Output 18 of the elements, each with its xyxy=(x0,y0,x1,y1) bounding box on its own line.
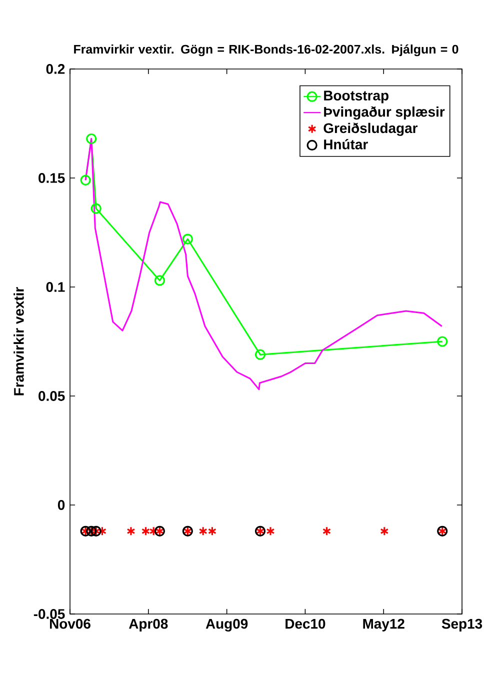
y-tick-label: 0.15 xyxy=(38,173,65,183)
chart-title: Framvirkir vextir. Gögn = RIK-Bonds-16-02-2007.xls. Þjálgun = 0 xyxy=(74,44,458,56)
y-tick-label: -0.05 xyxy=(34,609,65,619)
y-tick-label: 0.05 xyxy=(38,391,65,401)
x-tick-label: Sep13 xyxy=(442,618,482,632)
x-tick-label: Nov06 xyxy=(50,618,90,629)
y-axis-title: Framvirkir vextir xyxy=(14,287,24,396)
y-tick-label: 0 xyxy=(58,500,65,510)
x-tick-label: May12 xyxy=(363,618,404,632)
x-tick-label: Dec10 xyxy=(286,618,326,629)
y-tick-label: 0.2 xyxy=(46,64,65,74)
x-tick-label: Apr08 xyxy=(128,618,168,632)
legend-label: Hnútar xyxy=(324,139,368,150)
legend-label: Þvingaður splæsir xyxy=(324,106,445,120)
y-tick-label: 0.1 xyxy=(46,282,65,292)
legend-label: Greiðsludagar xyxy=(324,122,418,136)
legend-label: Bootstrap xyxy=(324,90,388,104)
x-tick-label: Aug09 xyxy=(206,618,248,632)
